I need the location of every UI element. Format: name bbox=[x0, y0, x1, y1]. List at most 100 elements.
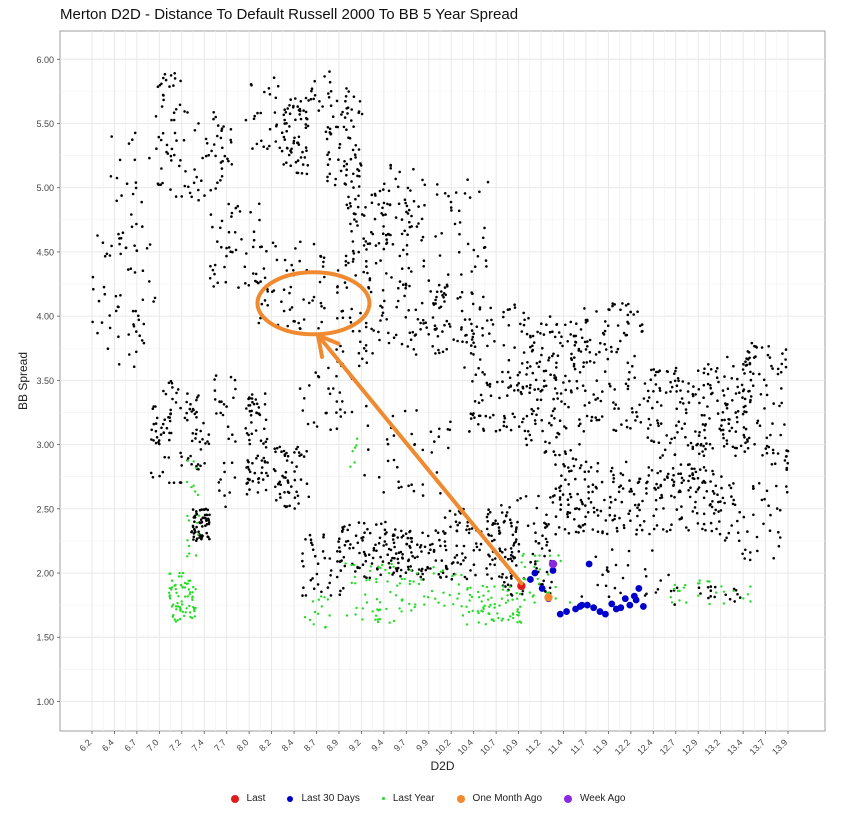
background-point bbox=[386, 459, 390, 463]
background-point bbox=[306, 164, 310, 167]
background-point bbox=[482, 295, 485, 299]
background-point bbox=[316, 583, 320, 586]
last-year-point bbox=[400, 610, 403, 613]
background-point bbox=[314, 371, 318, 374]
background-point bbox=[449, 206, 453, 209]
background-point bbox=[410, 214, 413, 218]
background-point bbox=[720, 475, 723, 478]
background-point bbox=[217, 481, 221, 484]
background-point bbox=[119, 294, 122, 297]
background-point bbox=[151, 475, 155, 479]
background-point bbox=[236, 204, 240, 208]
background-point bbox=[694, 470, 698, 474]
background-point bbox=[509, 428, 513, 432]
last-year-point bbox=[493, 603, 496, 606]
background-point bbox=[746, 530, 749, 533]
background-point bbox=[214, 154, 217, 158]
background-point bbox=[393, 545, 396, 549]
background-point bbox=[646, 389, 650, 393]
background-point bbox=[384, 520, 387, 524]
background-point bbox=[541, 346, 544, 350]
background-point bbox=[578, 466, 582, 470]
background-point bbox=[351, 249, 355, 253]
background-point bbox=[551, 354, 554, 358]
background-point bbox=[133, 131, 137, 135]
background-point bbox=[567, 532, 571, 535]
background-point bbox=[784, 455, 788, 458]
background-point bbox=[328, 157, 332, 161]
background-point bbox=[465, 577, 469, 581]
background-point bbox=[675, 407, 678, 411]
last-year-point bbox=[190, 616, 194, 620]
background-point bbox=[262, 442, 265, 445]
background-point bbox=[613, 303, 616, 306]
background-point bbox=[559, 341, 562, 345]
background-point bbox=[599, 341, 602, 345]
background-point bbox=[612, 428, 615, 432]
background-point bbox=[286, 481, 290, 484]
background-point bbox=[696, 522, 700, 525]
background-point bbox=[579, 464, 583, 467]
background-point bbox=[575, 322, 578, 326]
x-tick-label: 6.4 bbox=[100, 737, 116, 753]
background-point bbox=[555, 361, 558, 365]
background-point bbox=[115, 176, 119, 180]
background-point bbox=[465, 333, 468, 337]
background-point bbox=[501, 572, 504, 576]
background-point bbox=[342, 125, 346, 129]
background-point bbox=[259, 111, 263, 115]
background-point bbox=[665, 475, 669, 478]
background-point bbox=[329, 428, 332, 432]
background-point bbox=[488, 382, 492, 386]
last-year-point bbox=[187, 579, 190, 582]
background-point bbox=[507, 358, 511, 362]
background-point bbox=[587, 491, 590, 494]
background-point bbox=[752, 372, 755, 376]
background-point bbox=[333, 183, 337, 187]
background-point bbox=[710, 529, 714, 533]
background-point bbox=[394, 216, 398, 219]
background-point bbox=[584, 348, 588, 351]
background-point bbox=[745, 363, 749, 367]
last-year-point bbox=[184, 595, 187, 598]
background-point bbox=[701, 450, 704, 453]
background-point bbox=[114, 309, 118, 313]
background-point bbox=[285, 122, 288, 125]
background-point bbox=[431, 542, 434, 546]
background-point bbox=[707, 363, 710, 366]
background-point bbox=[505, 514, 508, 517]
last-year-point bbox=[192, 585, 195, 589]
background-point bbox=[704, 447, 707, 451]
background-point bbox=[193, 516, 197, 519]
background-point bbox=[610, 548, 614, 551]
background-point bbox=[249, 414, 253, 417]
background-point bbox=[766, 353, 770, 357]
background-point bbox=[612, 401, 615, 404]
last-year-point bbox=[511, 613, 515, 616]
background-point bbox=[293, 478, 297, 482]
last-year-point bbox=[181, 610, 185, 613]
background-point bbox=[338, 593, 342, 596]
background-point bbox=[684, 435, 687, 439]
background-point bbox=[394, 567, 398, 570]
background-point bbox=[200, 508, 203, 511]
background-point bbox=[653, 374, 657, 377]
background-point bbox=[733, 503, 737, 507]
last-year-point bbox=[452, 603, 455, 606]
background-point bbox=[473, 265, 477, 269]
background-point bbox=[736, 410, 740, 413]
background-point bbox=[522, 351, 526, 354]
x-tick-label: 10.2 bbox=[433, 737, 452, 756]
background-point bbox=[301, 594, 304, 597]
background-point bbox=[700, 413, 704, 417]
last-year-point bbox=[673, 583, 676, 587]
background-point bbox=[481, 334, 485, 337]
background-point bbox=[365, 265, 368, 268]
background-point bbox=[341, 400, 344, 403]
background-point bbox=[364, 240, 368, 243]
background-point bbox=[303, 397, 306, 400]
background-point bbox=[742, 388, 746, 391]
background-point bbox=[548, 549, 551, 552]
background-point bbox=[466, 178, 469, 181]
background-point bbox=[169, 431, 173, 435]
